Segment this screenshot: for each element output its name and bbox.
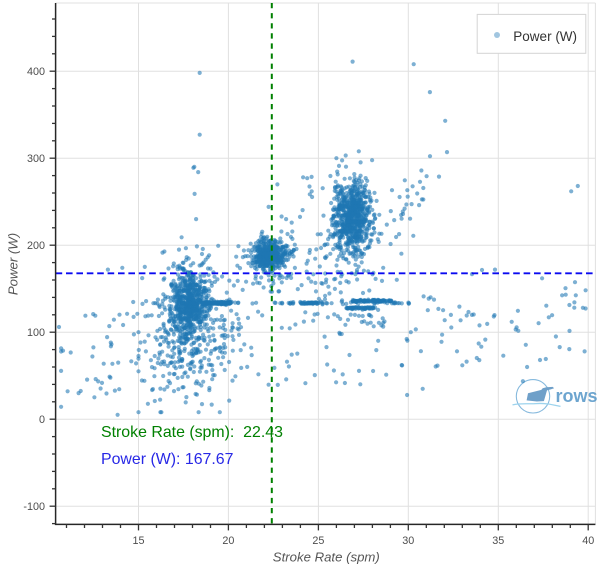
svg-text:Power (W): Power (W): [6, 233, 21, 295]
svg-text:100: 100: [27, 327, 45, 339]
svg-text:0: 0: [39, 414, 45, 426]
svg-text:20: 20: [222, 535, 234, 547]
svg-text:-100: -100: [23, 501, 45, 513]
svg-text:Stroke Rate (spm): Stroke Rate (spm): [273, 550, 380, 565]
svg-text:200: 200: [27, 240, 45, 252]
svg-text:Power (W): 167.67: Power (W): 167.67: [101, 451, 234, 468]
svg-text:400: 400: [27, 66, 45, 78]
svg-text:40: 40: [582, 535, 594, 547]
svg-text:300: 300: [27, 153, 45, 165]
svg-text:Power (W): Power (W): [513, 29, 577, 44]
svg-text:15: 15: [132, 535, 144, 547]
svg-text:25: 25: [312, 535, 324, 547]
svg-text:rows: rows: [556, 386, 598, 406]
svg-text:35: 35: [492, 535, 504, 547]
svg-text:Stroke Rate (spm): 22.43: Stroke Rate (spm): 22.43: [101, 424, 283, 441]
svg-text:30: 30: [402, 535, 414, 547]
